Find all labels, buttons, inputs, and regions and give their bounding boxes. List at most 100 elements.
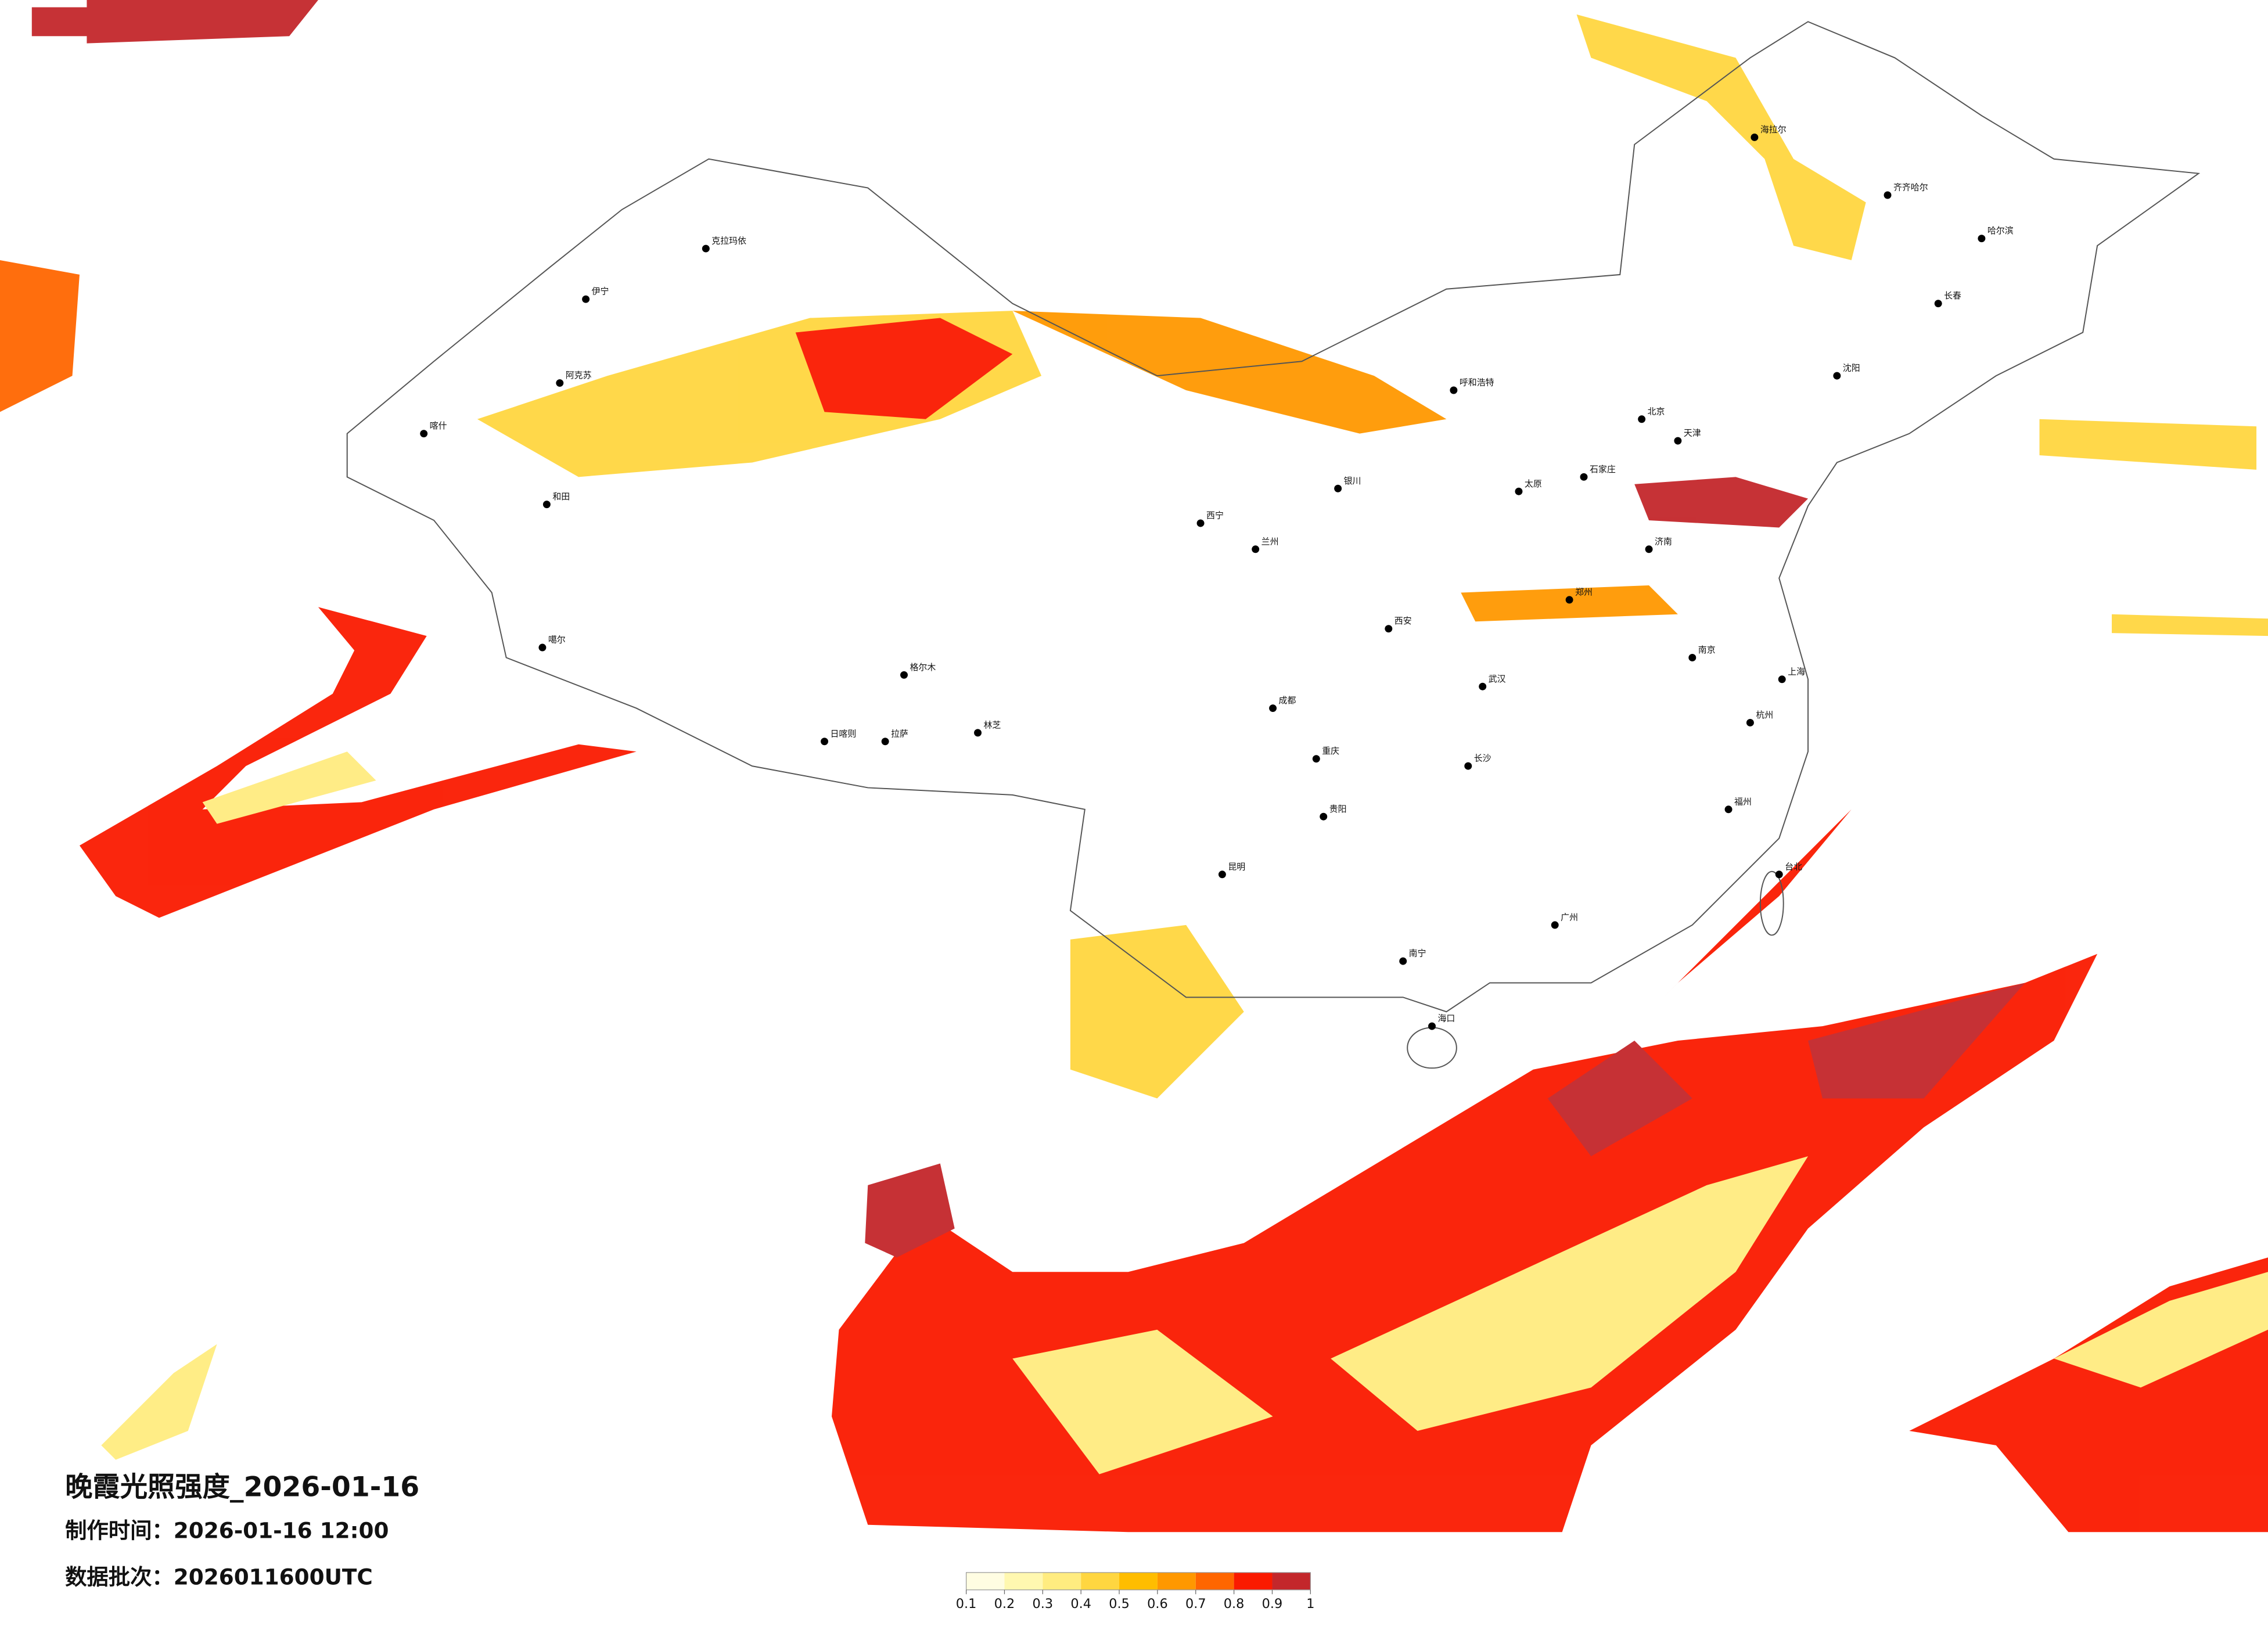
colorbar-tick-label: 0.4	[1070, 1596, 1091, 1611]
city-dot	[1551, 921, 1559, 929]
city-label: 兰州	[1261, 536, 1279, 546]
city-label: 武汉	[1489, 674, 1506, 684]
city-label: 呼和浩特	[1460, 377, 1494, 388]
city-dot	[1688, 653, 1696, 661]
city-label: 南京	[1698, 645, 1716, 655]
city-dot	[538, 643, 547, 652]
heat-blob	[795, 318, 1013, 419]
colorbar-tick-label: 0.9	[1262, 1596, 1283, 1611]
city-dot	[1638, 415, 1646, 423]
city-label: 和田	[552, 491, 570, 502]
city-label: 林芝	[983, 720, 1001, 730]
colorbar-swatch	[1157, 1572, 1196, 1590]
colorbar-tick-label: 0.5	[1109, 1596, 1130, 1611]
city-dot	[1674, 437, 1682, 445]
city-dot	[1399, 957, 1407, 965]
heat-blob	[79, 607, 637, 918]
city-dot	[556, 379, 564, 387]
city-label: 天津	[1684, 428, 1701, 438]
colorbar-tick-label: 0.6	[1147, 1596, 1168, 1611]
heat-blob	[1012, 311, 1447, 434]
city-dot	[1978, 235, 1986, 243]
colorbar-tick-label: 0.7	[1185, 1596, 1206, 1611]
hainan	[1407, 1027, 1457, 1069]
city-label: 太原	[1525, 479, 1542, 489]
city-dot	[1218, 870, 1226, 879]
city-dot	[1428, 1022, 1436, 1030]
city-dot	[1580, 473, 1588, 481]
colorbar-swatch	[1234, 1572, 1273, 1590]
city-dot	[1464, 762, 1472, 770]
city-dot	[1724, 805, 1733, 814]
data-batch: 数据批次：2026011600UTC	[65, 1564, 373, 1589]
city-dot	[1269, 704, 1277, 713]
city-label: 石家庄	[1590, 464, 1616, 474]
heat-blob	[1634, 477, 1809, 528]
city-dot	[1775, 870, 1783, 879]
city-dot	[881, 738, 889, 746]
city-label: 贵阳	[1329, 804, 1347, 814]
colorbar-tick-label: 0.8	[1224, 1596, 1245, 1611]
city-dot	[702, 244, 710, 253]
city-dot	[1778, 675, 1786, 684]
city-dot	[1884, 191, 1892, 199]
city-dot	[1515, 487, 1523, 495]
city-label: 日喀则	[831, 728, 857, 739]
city-label: 沈阳	[1843, 363, 1860, 373]
colorbar-tick-label: 0.2	[994, 1596, 1015, 1611]
city-dot	[1645, 545, 1653, 553]
city-dot	[1833, 372, 1841, 380]
heat-blob	[0, 260, 80, 412]
colorbar-swatch	[1119, 1572, 1158, 1590]
city-label: 台北	[1785, 861, 1802, 872]
colorbar-swatch	[1043, 1572, 1081, 1590]
city-label: 噶尔	[548, 635, 566, 645]
colorbar-swatch	[1004, 1572, 1043, 1590]
city-dot	[900, 671, 908, 679]
heat-layer	[0, 0, 2268, 1533]
city-dot	[582, 295, 590, 303]
city-dot	[1934, 300, 1942, 308]
city-label: 克拉玛依	[711, 236, 746, 246]
city-dot	[974, 729, 982, 737]
heat-blob	[1070, 924, 1244, 1099]
city-label: 成都	[1279, 695, 1296, 706]
city-label: 福州	[1734, 796, 1752, 807]
city-label: 济南	[1655, 536, 1672, 546]
city-dot	[1565, 596, 1573, 604]
city-dot	[821, 738, 829, 746]
city-dot	[420, 430, 428, 438]
city-label: 喀什	[430, 420, 447, 431]
heat-blob	[2039, 419, 2268, 636]
city-dot	[1746, 718, 1754, 726]
city-label: 重庆	[1322, 746, 1339, 756]
heat-blob	[1012, 1156, 1809, 1474]
city-dot	[542, 501, 551, 509]
colorbar-swatch	[1081, 1572, 1120, 1590]
colorbar-frame	[965, 1572, 1311, 1591]
city-label: 伊宁	[592, 286, 609, 297]
colorbar-tick-label: 0.1	[956, 1596, 977, 1611]
city-label: 海口	[1437, 1013, 1455, 1024]
city-label: 银川	[1344, 476, 1361, 486]
city-dot	[1751, 133, 1759, 141]
city-label: 南宁	[1409, 948, 1426, 959]
colorbar-swatch	[1195, 1572, 1234, 1590]
city-dot	[1334, 484, 1342, 492]
city-label: 昆明	[1228, 861, 1245, 872]
colorbar-tick-label: 1	[1306, 1596, 1314, 1611]
city-label: 杭州	[1756, 710, 1773, 720]
heat-blob	[202, 751, 376, 824]
city-dot	[1320, 812, 1328, 821]
city-label: 海拉尔	[1760, 124, 1787, 135]
city-label: 西安	[1394, 616, 1412, 626]
city-label: 格尔木	[910, 662, 936, 672]
taiwan	[1759, 870, 1784, 936]
city-label: 北京	[1648, 406, 1665, 416]
colorbar-swatch	[966, 1572, 1005, 1590]
city-label: 齐齐哈尔	[1893, 182, 1928, 193]
map-title: 晚霞光照强度_2026-01-16	[65, 1472, 419, 1503]
heat-blob	[1576, 14, 1866, 261]
